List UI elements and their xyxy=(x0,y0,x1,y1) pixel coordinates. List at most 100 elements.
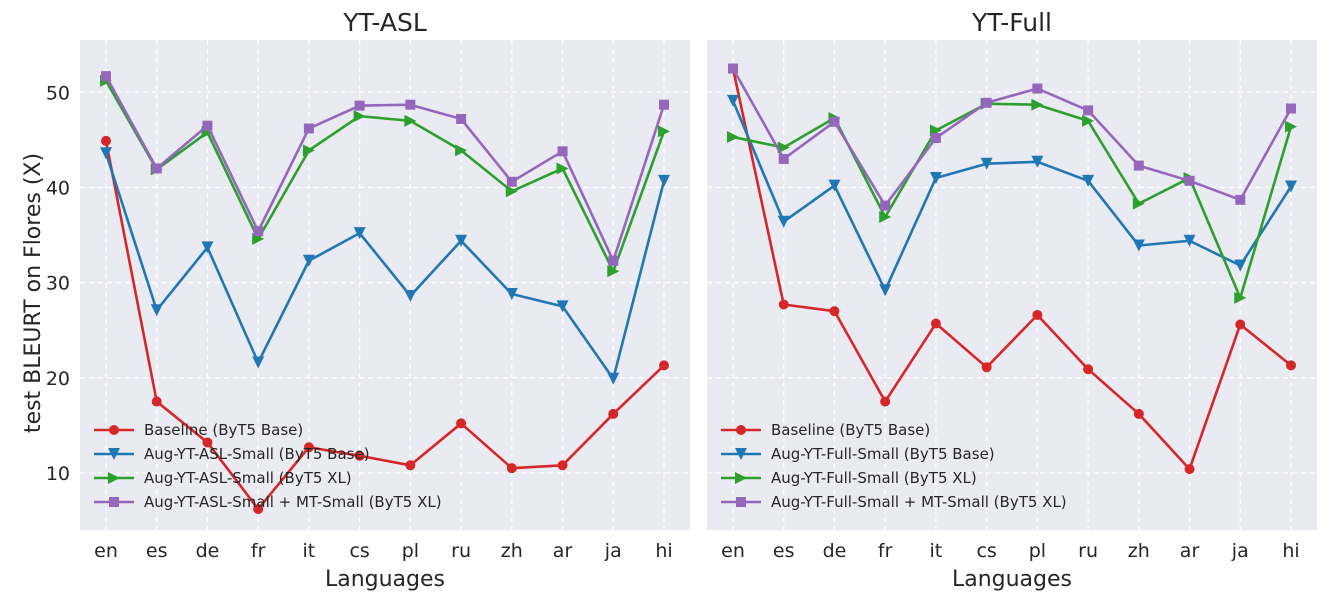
data-point xyxy=(405,460,416,471)
series-line xyxy=(104,75,666,263)
legend-label: Aug-YT-Full-Small + MT-Small (ByT5 XL) xyxy=(771,493,1067,511)
x-tick-label: pl xyxy=(1029,540,1046,562)
series-1 xyxy=(727,94,1297,297)
series-3 xyxy=(101,71,669,266)
data-point xyxy=(505,185,518,198)
data-point xyxy=(455,144,468,157)
data-point xyxy=(658,125,670,138)
data-point xyxy=(1082,174,1095,187)
series-line xyxy=(731,100,1293,292)
x-tick-label: ja xyxy=(1231,540,1249,562)
y-tick-label: 10 xyxy=(46,463,70,485)
x-tick-label: ru xyxy=(451,540,471,562)
data-point xyxy=(455,234,468,247)
data-point xyxy=(404,289,417,302)
x-tick-label: pl xyxy=(402,540,419,562)
x-tick-label: hi xyxy=(655,540,672,562)
legend-marker xyxy=(736,497,746,507)
x-tick-label: ar xyxy=(1180,540,1200,562)
data-point xyxy=(659,360,669,371)
data-point xyxy=(456,418,467,429)
y-tick-label: 50 xyxy=(46,82,70,104)
x-tick-label: cs xyxy=(976,540,996,562)
x-tick-label: en xyxy=(721,540,745,562)
x-tick-label: de xyxy=(823,540,847,562)
legend-marker xyxy=(736,425,746,435)
legend-marker xyxy=(109,497,119,507)
x-tick-label: es xyxy=(146,540,168,562)
panel-title: YT-ASL xyxy=(342,8,427,37)
data-point xyxy=(252,356,265,369)
legend-label: Aug-YT-ASL-Small + MT-Small (ByT5 XL) xyxy=(144,493,442,511)
data-point xyxy=(727,131,739,144)
x-tick-label: ja xyxy=(604,540,622,562)
data-point xyxy=(981,362,992,373)
series-1 xyxy=(100,147,670,385)
data-point xyxy=(1132,239,1145,252)
x-tick-label: ru xyxy=(1078,540,1098,562)
series-line xyxy=(732,102,1293,300)
x-tick-label: ar xyxy=(553,540,573,562)
data-point xyxy=(929,171,942,184)
data-point xyxy=(1032,83,1043,94)
data-point xyxy=(353,110,366,123)
data-point xyxy=(1133,408,1144,419)
data-point xyxy=(557,146,568,157)
x-tick-label: zh xyxy=(1128,540,1150,562)
legend-label: Aug-YT-ASL-Small (ByT5 XL) xyxy=(144,469,352,487)
data-point xyxy=(981,97,992,108)
data-point xyxy=(354,100,365,111)
data-point xyxy=(303,123,314,134)
data-point xyxy=(505,288,518,301)
data-point xyxy=(101,135,111,146)
data-point xyxy=(1082,114,1095,127)
data-point xyxy=(202,437,213,448)
data-point xyxy=(728,63,738,74)
legend-label: Baseline (ByT5 Base) xyxy=(771,421,930,439)
data-point xyxy=(1234,259,1247,272)
data-point xyxy=(1031,155,1044,168)
y-axis-label: test BLEURT on Flores (X) xyxy=(21,153,46,433)
data-point xyxy=(778,299,789,310)
legend-marker xyxy=(108,448,120,460)
data-point xyxy=(506,463,517,474)
data-point xyxy=(658,174,670,187)
data-point xyxy=(151,396,162,407)
legend-marker xyxy=(108,472,120,484)
y-tick-label: 40 xyxy=(46,177,70,199)
plot-area xyxy=(707,40,1317,530)
data-point xyxy=(101,71,111,82)
data-point xyxy=(829,116,840,127)
legend-marker xyxy=(735,472,747,484)
legend-marker xyxy=(109,425,119,435)
series-0 xyxy=(101,135,669,515)
legend: Baseline (ByT5 Base) Aug-YT-ASL-Small (By… xyxy=(94,421,442,511)
data-point xyxy=(1234,291,1247,304)
data-point xyxy=(353,227,366,240)
x-tick-label: en xyxy=(94,540,118,562)
x-tick-label: de xyxy=(196,540,220,562)
legend-label: Baseline (ByT5 Base) xyxy=(144,421,303,439)
data-point xyxy=(100,147,112,160)
data-point xyxy=(777,141,790,154)
data-point xyxy=(556,162,569,175)
data-point xyxy=(659,99,669,110)
data-point xyxy=(880,396,891,407)
x-axis-label: Languages xyxy=(325,567,445,592)
x-tick-label: hi xyxy=(1282,540,1299,562)
legend-label: Aug-YT-Full-Small (ByT5 Base) xyxy=(771,445,995,463)
series-2 xyxy=(100,74,670,278)
y-tick-label: 20 xyxy=(46,368,70,390)
x-tick-label: cs xyxy=(349,540,369,562)
data-point xyxy=(879,284,892,297)
data-point xyxy=(201,241,214,254)
x-tick-label: es xyxy=(773,540,795,562)
data-point xyxy=(1083,364,1094,375)
data-point xyxy=(253,226,264,237)
data-point xyxy=(1235,194,1246,205)
data-point xyxy=(777,215,790,228)
data-point xyxy=(1285,180,1297,193)
data-point xyxy=(1183,234,1196,247)
data-point xyxy=(151,163,162,174)
data-point xyxy=(302,144,315,157)
